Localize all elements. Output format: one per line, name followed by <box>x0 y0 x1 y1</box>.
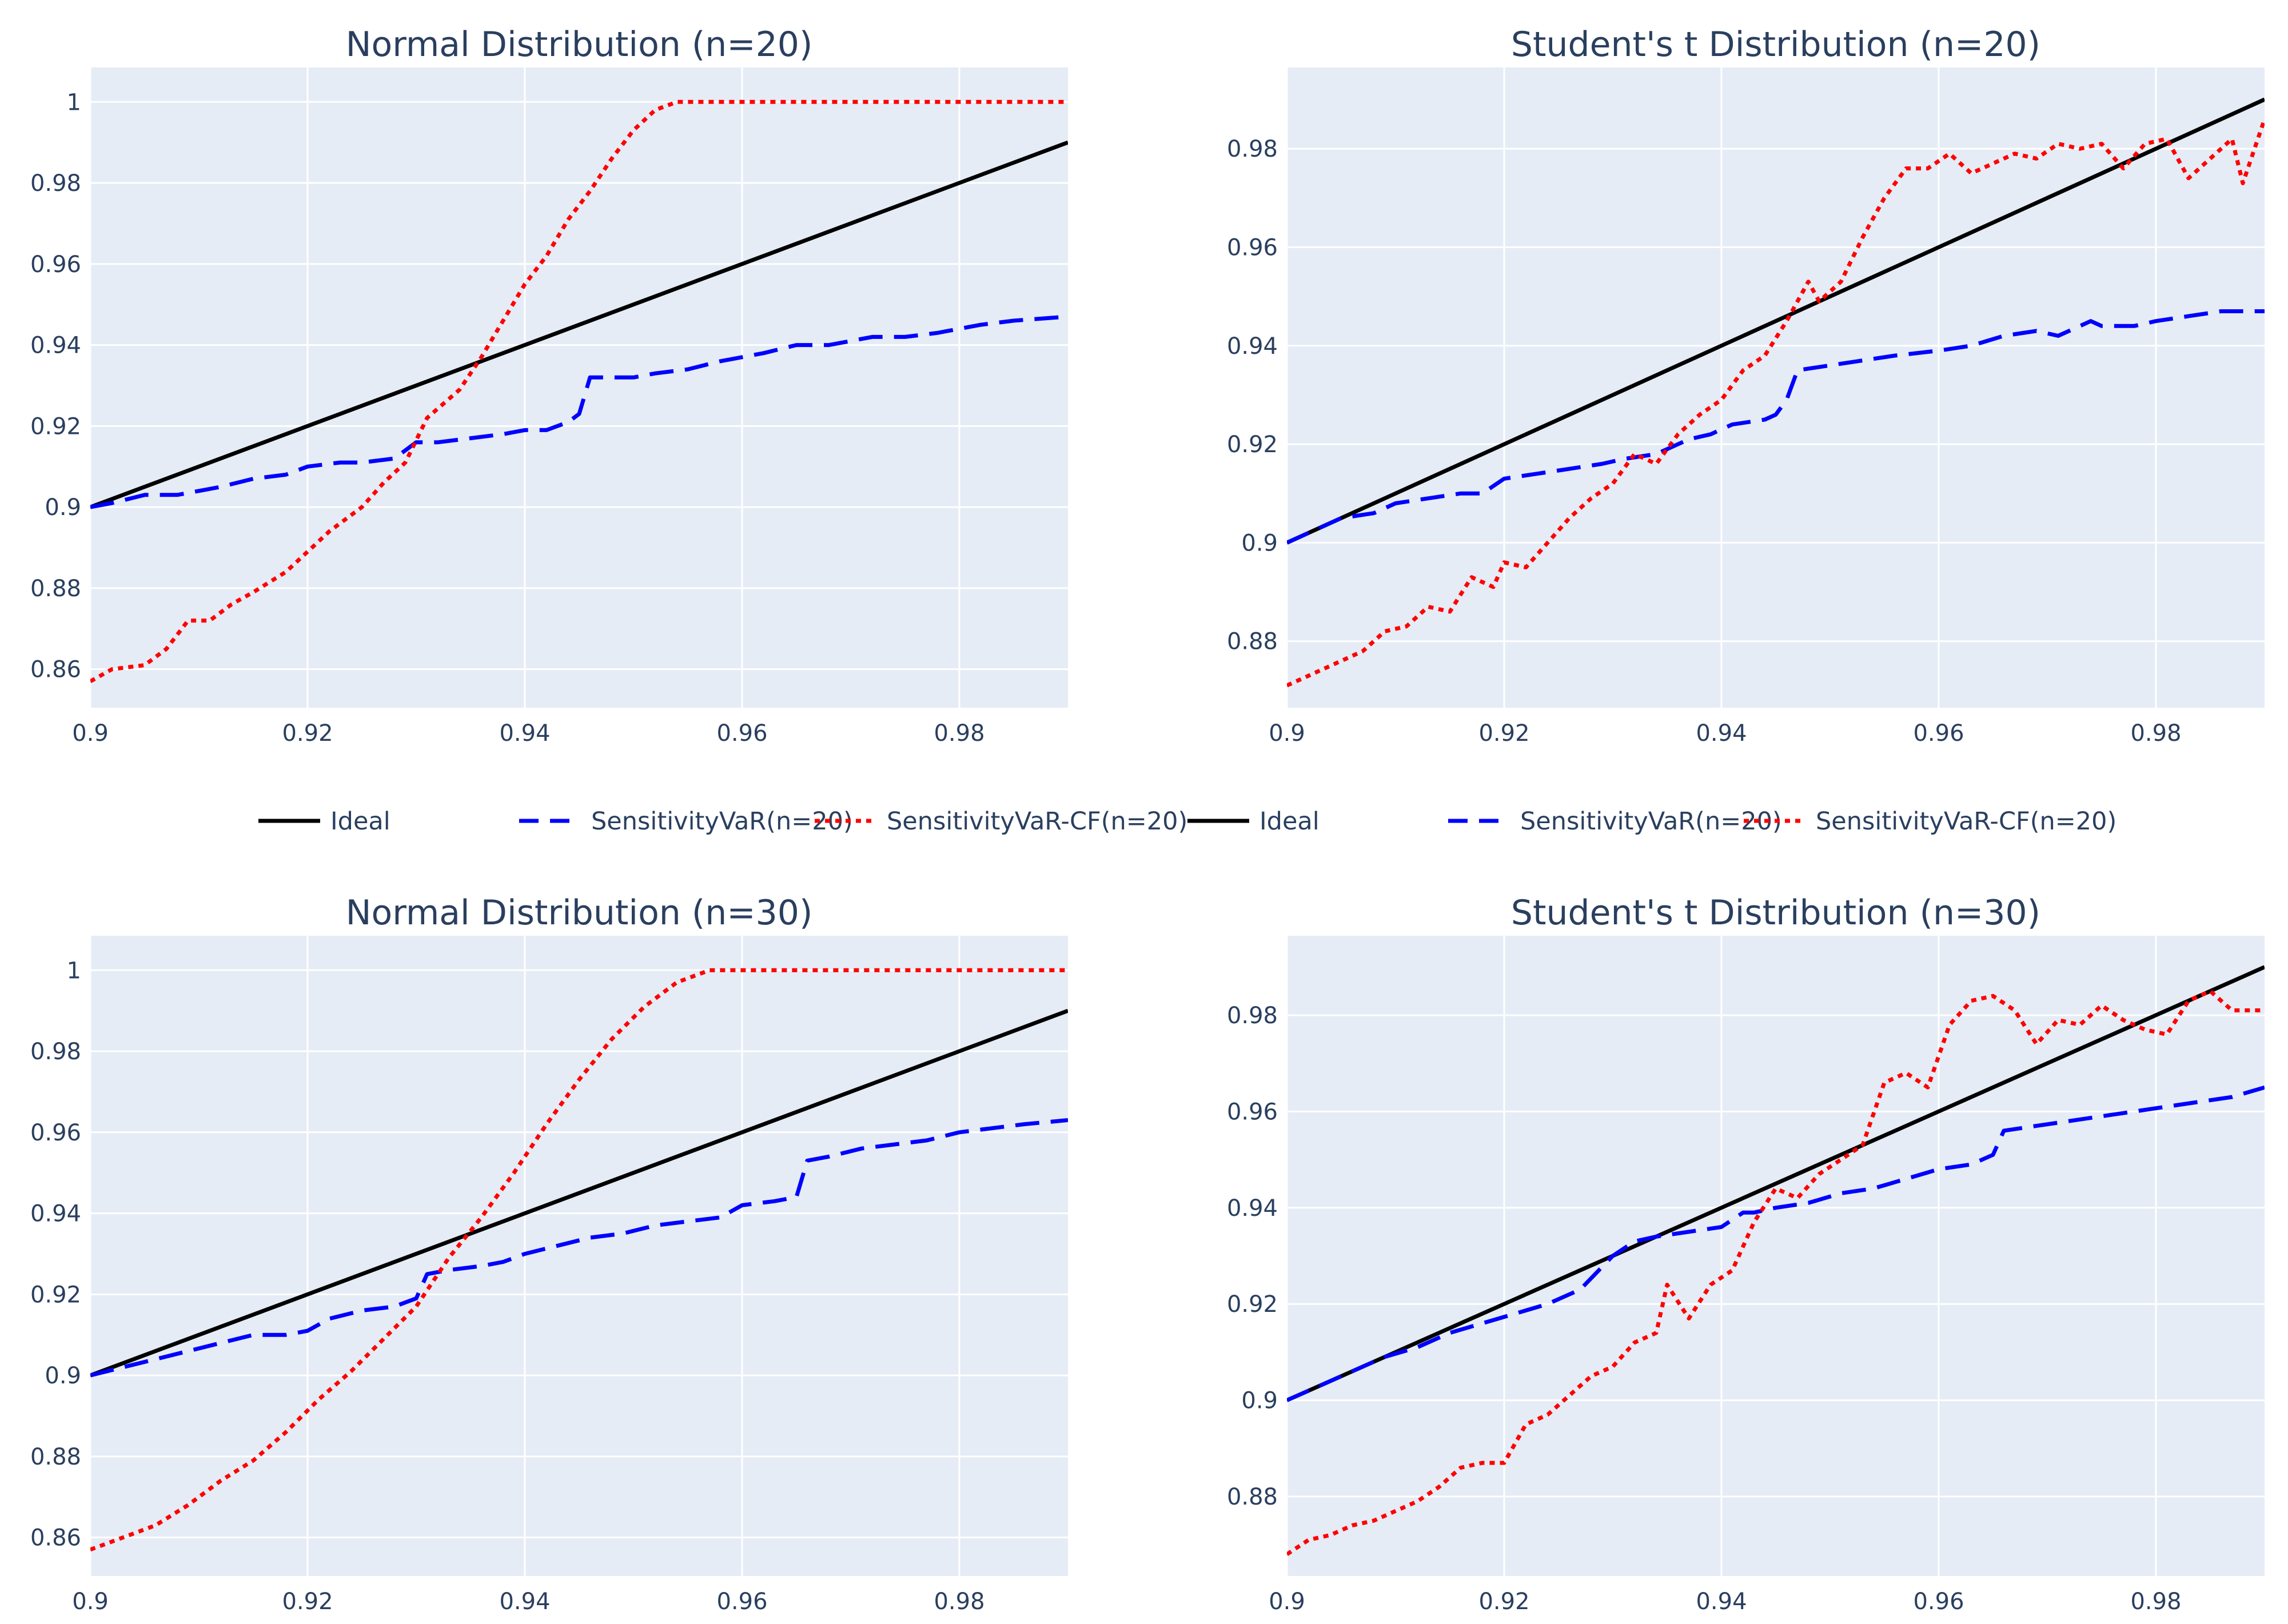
legend-item-label[interactable]: SensitivityVaR-CF(n=20) <box>887 807 1187 836</box>
series-line-ideal <box>1287 965 2265 1402</box>
x-tick-label: 0.92 <box>282 720 333 747</box>
x-tick-label: 0.98 <box>2130 720 2181 747</box>
y-tick-label: 1 <box>67 89 81 115</box>
y-tick-label: 0.98 <box>30 1039 81 1065</box>
x-tick-label: 0.98 <box>2130 1589 2181 1615</box>
y-tick-label: 0.98 <box>1227 136 1278 162</box>
series-line-ideal <box>90 1008 1068 1378</box>
series-line-sensitivityvar-cf-n-30 <box>90 968 1068 1552</box>
legend-item-label[interactable]: SensitivityVaR(n=20) <box>591 807 853 836</box>
x-tick-label: 0.98 <box>934 720 984 747</box>
y-tick-label: 0.98 <box>30 170 81 197</box>
y-tick-label: 1 <box>67 957 81 984</box>
y-tick-label: 0.96 <box>1227 1099 1278 1125</box>
subplot-students-t-n20: 0.9 0.92 0.94 0.96 0.98 0.88 0.9 0.92 0.94 0.96 0.… <box>1227 25 2265 747</box>
subplot-title: Normal Distribution (n=20) <box>346 25 813 65</box>
x-tick-label: 0.96 <box>1913 720 1964 747</box>
plot-area <box>90 67 1068 708</box>
x-tick-label: 0.96 <box>716 1589 767 1615</box>
x-tick-label: 0.96 <box>716 720 767 747</box>
y-tick-label: 0.92 <box>30 413 81 440</box>
legend-item-label[interactable]: Ideal <box>1259 807 1320 836</box>
y-tick-label: 0.9 <box>45 1363 81 1389</box>
y-tick-label: 0.94 <box>1227 333 1278 360</box>
y-tick-label: 0.96 <box>1227 234 1278 261</box>
y-tick-label: 0.88 <box>30 1444 81 1470</box>
plot-area <box>1287 936 2265 1576</box>
y-tick-label: 0.86 <box>30 1525 81 1551</box>
subplot-title: Normal Distribution (n=30) <box>346 893 813 933</box>
subplot-title: Student's t Distribution (n=30) <box>1511 893 2040 933</box>
series-group <box>1287 97 2265 688</box>
y-tick-label: 0.94 <box>30 1201 81 1227</box>
y-tick-label: 0.86 <box>30 657 81 683</box>
x-tick-label: 0.9 <box>1269 1589 1305 1615</box>
subplot-students-t-n30: 0.9 0.92 0.94 0.96 0.98 0.88 0.9 0.92 0.94 0.96 0.… <box>1227 893 2265 1615</box>
y-tick-label: 0.92 <box>1227 432 1278 458</box>
y-tick-label: 0.96 <box>30 1120 81 1146</box>
y-tick-label: 0.96 <box>30 252 81 278</box>
x-tick-label: 0.96 <box>1913 1589 1964 1615</box>
y-tick-label: 0.92 <box>30 1282 81 1308</box>
x-tick-label: 0.9 <box>72 720 109 747</box>
y-tick-label: 0.88 <box>1227 629 1278 655</box>
x-tick-label: 0.92 <box>1478 1589 1529 1615</box>
series-line-sensitivityvar-n-30 <box>1287 1085 2265 1402</box>
series-line-sensitivityvar-cf-n-20 <box>1287 118 2265 688</box>
x-tick-label: 0.92 <box>1478 720 1529 747</box>
y-tick-label: 0.9 <box>1241 1388 1278 1414</box>
legend-item-label[interactable]: SensitivityVaR-CF(n=20) <box>1816 807 2116 836</box>
series-line-sensitivityvar-cf-n-20 <box>90 99 1068 683</box>
y-tick-label: 0.92 <box>1227 1291 1278 1318</box>
y-tick-label: 0.88 <box>1227 1484 1278 1510</box>
x-tick-label: 0.9 <box>1269 720 1305 747</box>
legend-item-label[interactable]: SensitivityVaR(n=20) <box>1520 807 1782 836</box>
x-tick-label: 0.94 <box>1696 720 1747 747</box>
x-tick-label: 0.92 <box>282 1589 333 1615</box>
subplot-normal-n30: 0.9 0.92 0.94 0.96 0.98 0.86 0.88 0.9 0.92 0.94 0.… <box>30 893 1068 1615</box>
x-tick-label: 0.94 <box>499 1589 550 1615</box>
series-line-sensitivityvar-n-30 <box>90 1118 1068 1378</box>
plot-area <box>1287 67 2265 708</box>
y-tick-label: 0.9 <box>1241 530 1278 556</box>
y-tick-label: 0.94 <box>30 333 81 359</box>
x-tick-label: 0.94 <box>1696 1589 1747 1615</box>
series-line-ideal <box>90 140 1068 509</box>
series-line-sensitivityvar-n-20 <box>90 314 1068 509</box>
series-line-sensitivityvar-n-20 <box>1287 309 2265 545</box>
series-line-sensitivityvar-cf-n-30 <box>1287 989 2265 1557</box>
y-tick-label: 0.94 <box>1227 1195 1278 1222</box>
x-tick-label: 0.9 <box>72 1589 109 1615</box>
series-group <box>90 968 1068 1552</box>
legend-item-label[interactable]: Ideal <box>330 807 390 836</box>
series-group <box>90 99 1068 683</box>
subplot-normal-n20: 0.9 0.92 0.94 0.96 0.98 0.86 0.88 0.9 0.92 0.94 0.… <box>30 25 1068 747</box>
legend: Ideal SensitivityVaR(n=20) SensitivityVaR-… <box>258 807 2116 836</box>
series-group <box>1287 965 2265 1557</box>
x-tick-label: 0.98 <box>934 1589 984 1615</box>
y-tick-label: 0.98 <box>1227 1003 1278 1029</box>
series-line-ideal <box>1287 97 2265 545</box>
x-tick-label: 0.94 <box>499 720 550 747</box>
subplot-title: Student's t Distribution (n=20) <box>1511 25 2040 65</box>
plot-area <box>90 936 1068 1576</box>
y-tick-label: 0.9 <box>45 494 81 521</box>
y-tick-label: 0.88 <box>30 576 81 602</box>
